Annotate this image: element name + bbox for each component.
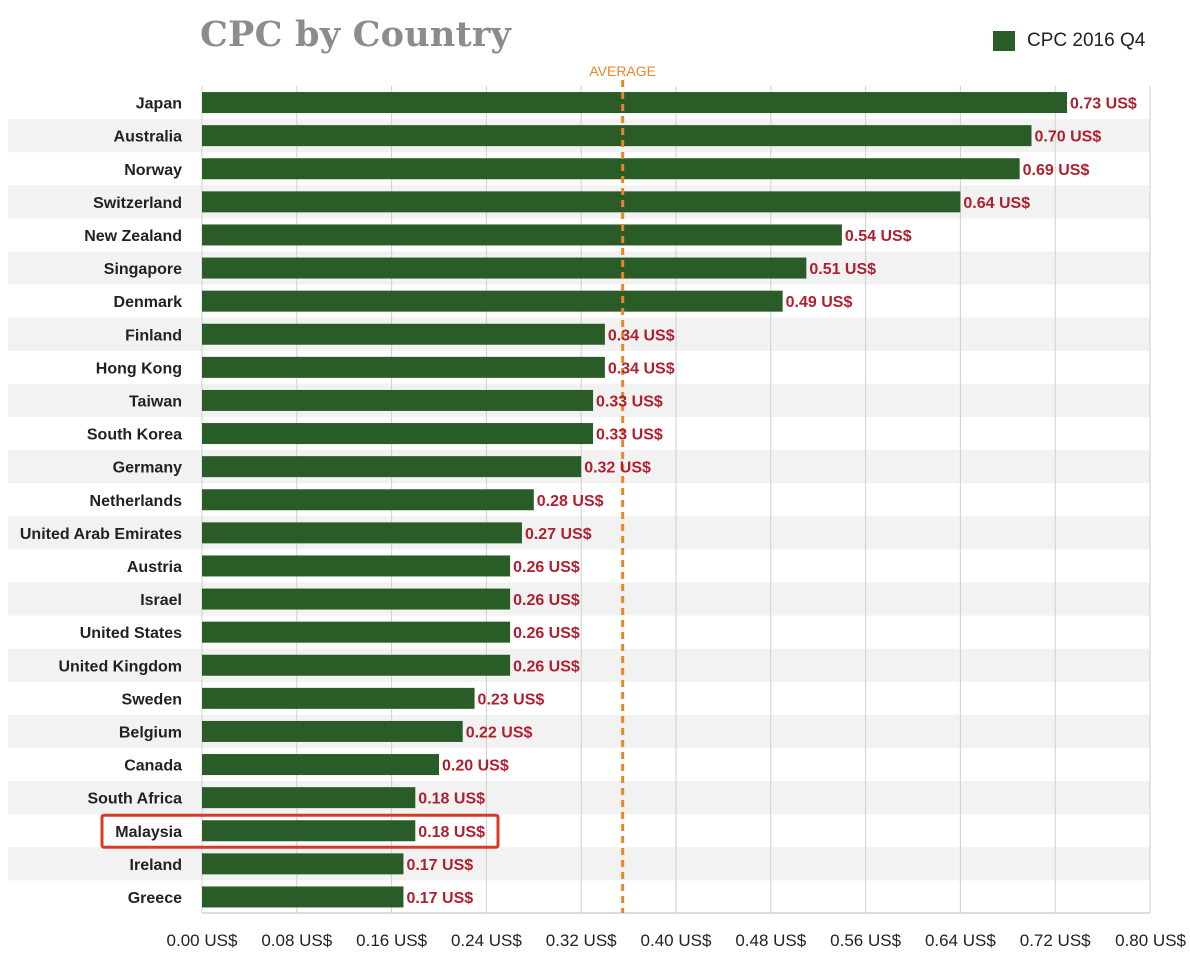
legend: CPC 2016 Q4 [993, 30, 1145, 52]
value-label: 0.51 US$ [809, 261, 876, 278]
category-label: Australia [114, 129, 183, 146]
bar [202, 323, 605, 345]
x-tick-label: 0.56 US$ [830, 931, 901, 950]
row-band [8, 847, 1150, 881]
x-tick-label: 0.80 US$ [1115, 931, 1186, 950]
value-label: 0.22 US$ [466, 724, 533, 741]
category-label: South Africa [87, 791, 182, 808]
value-label: 0.34 US$ [608, 360, 675, 377]
value-label: 0.69 US$ [1023, 162, 1090, 179]
bar [202, 720, 463, 742]
category-label: Denmark [114, 294, 183, 311]
x-tick-label: 0.72 US$ [1020, 931, 1091, 950]
value-label: 0.27 US$ [525, 526, 592, 543]
value-label: 0.17 US$ [406, 890, 473, 907]
value-label: 0.18 US$ [418, 791, 485, 808]
chart-title: CPC by Country [200, 14, 512, 55]
bar [202, 290, 783, 312]
category-label: Hong Kong [96, 360, 182, 377]
category-label: Singapore [104, 261, 182, 278]
category-label: Netherlands [90, 493, 183, 510]
value-label: 0.23 US$ [478, 691, 545, 708]
category-label: Norway [124, 162, 182, 179]
category-label: Switzerland [93, 195, 182, 212]
category-label: Greece [128, 890, 182, 907]
bar [202, 754, 439, 776]
bar [202, 92, 1068, 114]
value-label: 0.54 US$ [845, 228, 912, 245]
legend-label: CPC 2016 Q4 [1027, 30, 1146, 51]
bar [202, 423, 594, 445]
x-tick-label: 0.08 US$ [261, 931, 332, 950]
bar [202, 687, 475, 709]
category-label: Belgium [119, 724, 182, 741]
value-label: 0.20 US$ [442, 758, 509, 775]
row-band [8, 582, 1150, 616]
row-band [8, 714, 1150, 748]
bar [202, 389, 594, 411]
value-label: 0.17 US$ [406, 857, 473, 874]
value-label: 0.28 US$ [537, 493, 604, 510]
highlight-box [100, 813, 500, 849]
category-label: Sweden [122, 691, 182, 708]
category-label: Austria [127, 559, 182, 576]
row-band [8, 648, 1150, 682]
bar [202, 224, 842, 246]
value-label: 0.49 US$ [786, 294, 853, 311]
value-label: 0.26 US$ [513, 559, 580, 576]
bar [202, 820, 416, 842]
value-label: 0.32 US$ [584, 460, 651, 477]
x-tick-label: 0.00 US$ [167, 931, 238, 950]
category-label: Taiwan [129, 393, 182, 410]
x-tick-label: 0.40 US$ [641, 931, 712, 950]
category-label: Germany [113, 460, 182, 477]
category-label: Japan [136, 96, 182, 113]
category-label: United Arab Emirates [20, 526, 182, 543]
bar [202, 787, 416, 809]
bar [202, 489, 534, 511]
bar [202, 853, 404, 875]
category-label: Israel [140, 592, 182, 609]
legend-swatch [993, 31, 1015, 51]
value-label: 0.26 US$ [513, 658, 580, 675]
category-label: Canada [124, 758, 182, 775]
value-label: 0.33 US$ [596, 393, 663, 410]
average-label: AVERAGE [589, 63, 656, 79]
bar [202, 522, 522, 544]
bar [202, 555, 511, 577]
value-label: 0.64 US$ [963, 195, 1030, 212]
row-band [8, 781, 1150, 815]
bar [202, 356, 605, 378]
value-label: 0.70 US$ [1035, 129, 1102, 146]
row-band [8, 516, 1150, 550]
category-label: South Korea [87, 427, 182, 444]
x-tick-label: 0.16 US$ [356, 931, 427, 950]
value-label: 0.34 US$ [608, 327, 675, 344]
value-label: 0.26 US$ [513, 592, 580, 609]
x-tick-label: 0.64 US$ [925, 931, 996, 950]
bar [202, 654, 511, 676]
x-tick-label: 0.24 US$ [451, 931, 522, 950]
bar [202, 158, 1020, 180]
value-label: 0.18 US$ [418, 824, 485, 841]
bar [202, 125, 1032, 147]
category-label: New Zealand [84, 228, 182, 245]
x-tick-label: 0.32 US$ [546, 931, 617, 950]
category-label: Malaysia [115, 824, 182, 841]
value-label: 0.33 US$ [596, 427, 663, 444]
value-label: 0.73 US$ [1070, 96, 1137, 113]
bar [202, 257, 807, 279]
category-label: United States [80, 625, 182, 642]
category-label: Ireland [130, 857, 182, 874]
category-label: United Kingdom [58, 658, 182, 675]
x-tick-label: 0.48 US$ [735, 931, 806, 950]
value-label: 0.26 US$ [513, 625, 580, 642]
category-label: Finland [125, 327, 182, 344]
bar [202, 886, 404, 908]
bar [202, 621, 511, 643]
bar [202, 456, 582, 478]
bar [202, 191, 961, 213]
bar [202, 588, 511, 610]
